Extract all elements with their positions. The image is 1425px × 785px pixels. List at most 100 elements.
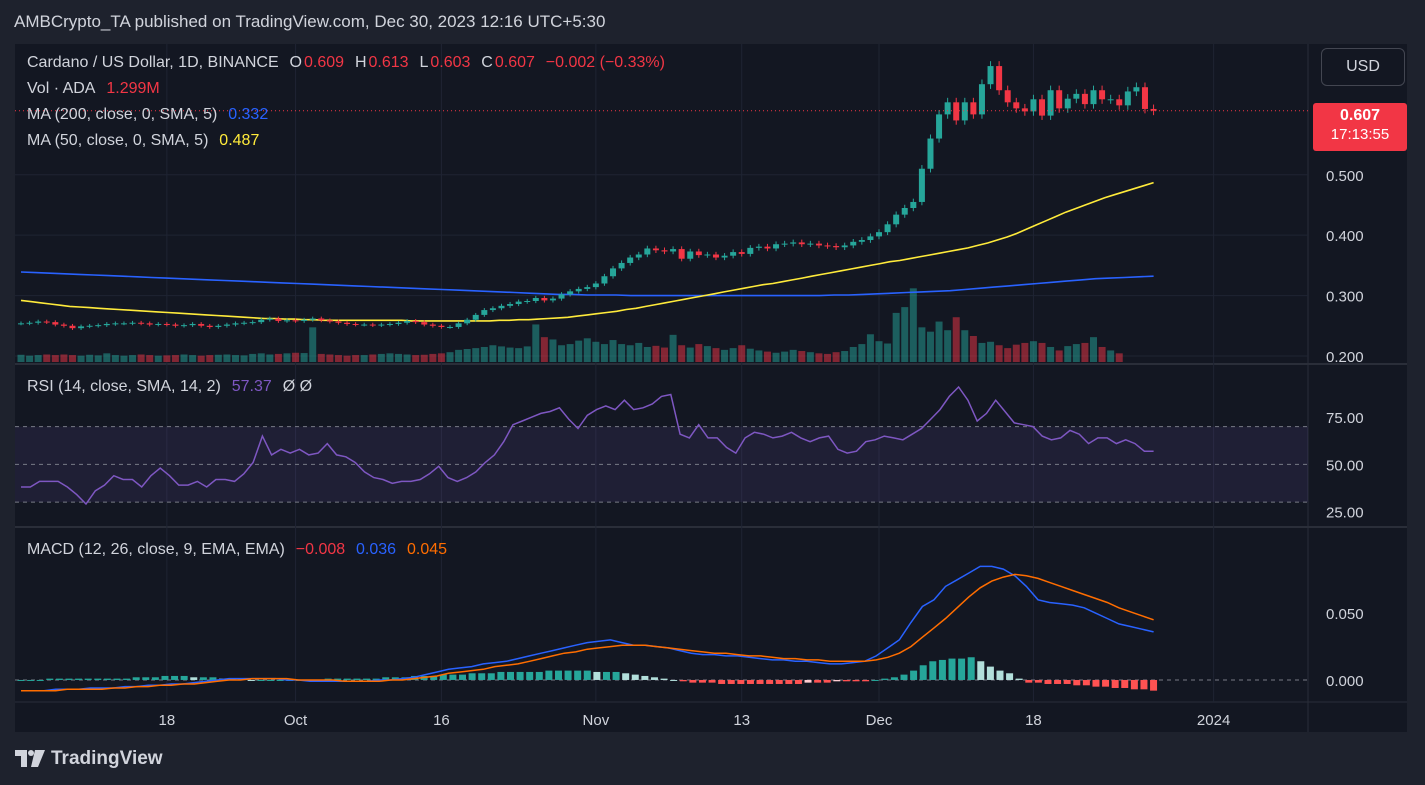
macd-histogram-bar	[430, 675, 438, 680]
chart-canvas[interactable]: 0.500 0.400 0.300 0.200 18 Oct 16 Nov 13 Dec 18 202…	[15, 44, 1407, 732]
volume-bar	[232, 355, 239, 362]
macd-histogram-bar	[353, 678, 361, 680]
macd-histogram-bar	[996, 670, 1004, 680]
rsi-value: 57.37	[231, 378, 272, 395]
volume-value: 1.299M	[106, 80, 160, 97]
tradingview-logo[interactable]: TradingView	[15, 748, 163, 770]
macd-histogram-bar	[75, 678, 83, 680]
volume-bar	[686, 347, 694, 362]
candle-body	[26, 322, 33, 324]
macd-histogram-bar	[545, 670, 553, 680]
candle-body	[1030, 99, 1037, 112]
candle-body	[524, 301, 531, 303]
candle-body	[112, 323, 119, 325]
volume-bar	[17, 354, 25, 362]
macd-histogram-bar	[737, 679, 745, 684]
macd-histogram-bar	[929, 661, 937, 680]
candle-body	[344, 322, 351, 324]
volume-bar	[240, 355, 248, 362]
volume-bar	[77, 355, 85, 362]
candle-body	[138, 322, 145, 324]
candle-body	[301, 319, 308, 321]
ma200-line	[20, 271, 1154, 297]
volume-bar	[1029, 341, 1037, 362]
candle-body	[69, 325, 76, 329]
volume-bar	[652, 345, 660, 362]
macd-histogram-bar	[1140, 679, 1148, 690]
candle-body	[292, 320, 299, 322]
volume-label: Vol · ADA	[27, 80, 96, 97]
low-label: L	[419, 54, 429, 71]
candle-body	[738, 252, 745, 254]
candle-body	[541, 297, 548, 301]
volume-bar	[429, 353, 437, 362]
candle-body	[60, 324, 67, 326]
volume-bar	[763, 351, 771, 362]
volume-bar	[377, 353, 385, 362]
macd-histogram-bar	[267, 679, 275, 681]
macd-histogram-bar	[94, 678, 102, 680]
candle-body	[910, 201, 917, 208]
candle-body	[730, 252, 737, 256]
candle-body	[815, 243, 822, 246]
volume-bar	[609, 340, 617, 362]
volume-bar	[223, 354, 231, 362]
candle-body	[489, 308, 496, 311]
macd-histogram-bar	[1025, 679, 1033, 683]
candle-body	[918, 168, 925, 202]
macd-histogram-bar	[871, 679, 879, 681]
candle-body	[944, 102, 951, 115]
macd-tick-label: 0.000	[1326, 673, 1364, 690]
candle-body	[867, 236, 874, 241]
macd-histogram-bar	[842, 679, 850, 682]
macd-histogram-bar	[199, 677, 207, 680]
volume-bar	[772, 352, 780, 362]
macd-histogram-bar	[958, 658, 966, 680]
close-value: 0.607	[494, 54, 535, 71]
macd-histogram-bar	[1044, 679, 1052, 684]
volume-bar	[214, 354, 222, 362]
volume-bar	[849, 346, 857, 362]
tradingview-brand: TradingView	[51, 748, 163, 769]
candle-body	[361, 324, 368, 326]
volume-bar	[909, 288, 917, 362]
tradingview-logo-icon	[15, 750, 45, 767]
macd-histogram-bar	[526, 671, 534, 680]
macd-histogram-bar	[833, 679, 841, 682]
volume-bar	[386, 353, 394, 362]
candle-body	[146, 323, 153, 325]
volume-bar	[1047, 346, 1055, 362]
macd-histogram-bar	[257, 679, 265, 681]
macd-histogram-bar	[180, 675, 188, 680]
chart-area[interactable]: 0.500 0.400 0.300 0.200 18 Oct 16 Nov 13 Dec 18 202…	[15, 44, 1407, 732]
publisher-bar: AMBCrypto_TA published on TradingView.co…	[0, 0, 1425, 44]
macd-histogram-bar	[1073, 679, 1081, 686]
candle-body	[86, 325, 93, 327]
macd-histogram-bar	[948, 658, 956, 680]
price-tick-label: 0.300	[1326, 289, 1364, 306]
volume-bar	[51, 355, 59, 362]
volume-bar	[274, 353, 282, 362]
volume-bar	[523, 346, 531, 362]
volume-bar	[111, 355, 119, 362]
candle-body	[1150, 108, 1157, 111]
macd-histogram-bar	[862, 679, 870, 682]
macd-histogram-bar	[343, 678, 351, 680]
macd-histogram-bar	[804, 679, 812, 683]
macd-histogram-bar	[372, 678, 380, 680]
candle-body	[309, 318, 316, 320]
volume-bar	[832, 352, 840, 362]
macd-histogram-bar	[1054, 679, 1062, 684]
macd-histogram-bar	[794, 679, 802, 684]
volume-bar	[197, 355, 205, 362]
candle-body	[790, 242, 797, 244]
volume-bar	[952, 317, 960, 362]
candle-body	[833, 246, 840, 248]
volume-bar	[360, 355, 368, 362]
macd-label: MACD (12, 26, close, 9, EMA, EMA)	[27, 541, 285, 558]
volume-bar	[369, 354, 377, 362]
macd-histogram-bar	[660, 678, 668, 680]
currency-button[interactable]: USD	[1321, 48, 1405, 86]
volume-bar	[935, 321, 943, 362]
volume-bar	[1098, 346, 1106, 362]
